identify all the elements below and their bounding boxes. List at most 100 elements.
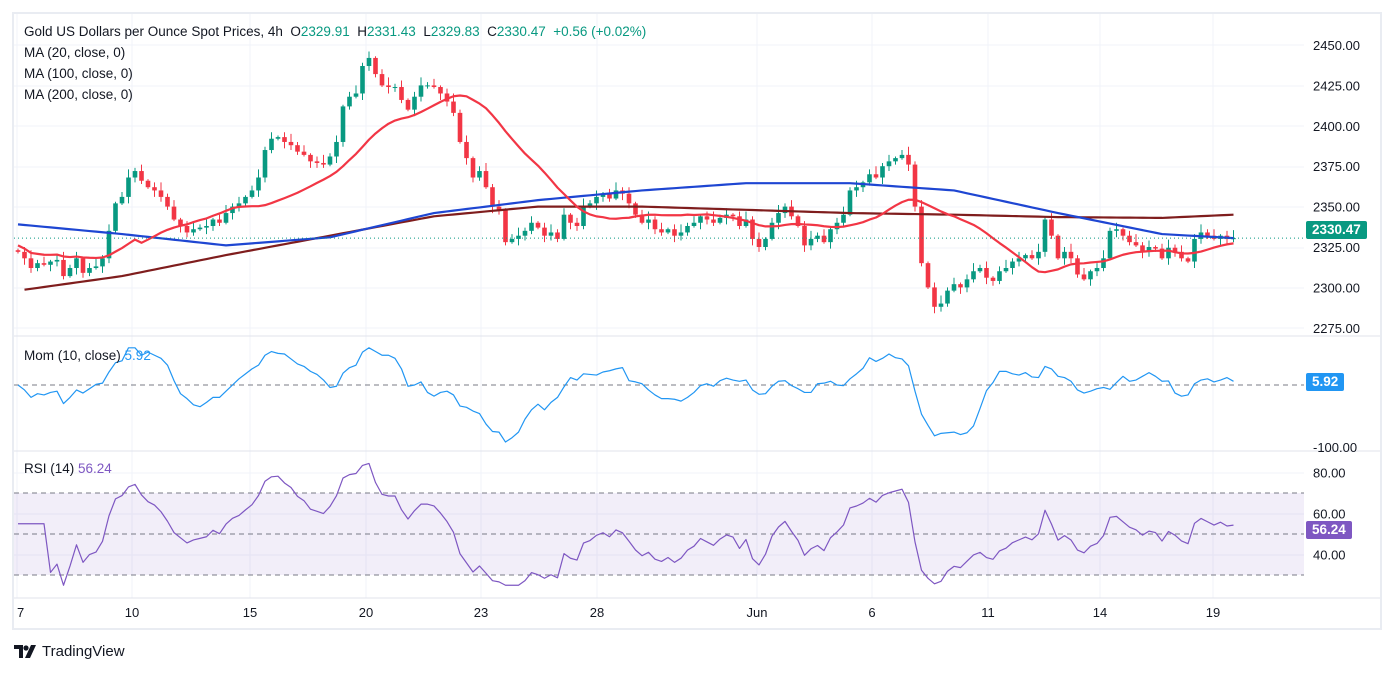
candle — [925, 261, 931, 290]
candle — [87, 263, 92, 277]
candle — [503, 208, 508, 246]
candle — [308, 153, 313, 168]
candle-body — [938, 303, 944, 307]
candle — [1192, 234, 1197, 269]
candle-body — [997, 271, 1002, 281]
candle — [321, 154, 326, 168]
candle-body — [295, 145, 300, 152]
high-value: 2331.43 — [366, 24, 416, 39]
candle-body — [750, 219, 755, 239]
candle — [171, 200, 177, 222]
candle — [522, 227, 528, 241]
candle — [477, 166, 482, 181]
candle-body — [763, 238, 768, 247]
candle-body — [977, 268, 983, 272]
tradingview-logo[interactable]: TradingView — [14, 643, 125, 660]
candle-body — [288, 141, 294, 146]
candle-body — [847, 190, 853, 215]
close-value: 2330.47 — [496, 24, 546, 39]
candle — [113, 201, 118, 235]
rsi-axis-label: 60.00 — [1313, 507, 1346, 522]
candle — [971, 263, 976, 283]
candle-body — [971, 271, 976, 280]
candle — [93, 258, 99, 270]
candle-body — [886, 161, 892, 167]
legend-rsi[interactable]: RSI (14) 56.24 — [24, 461, 112, 476]
candle — [529, 216, 534, 235]
candle — [581, 198, 586, 230]
candle-body — [1016, 258, 1022, 262]
candle — [74, 251, 79, 275]
candle — [932, 282, 937, 314]
candle-body — [893, 158, 898, 162]
candle-body — [743, 219, 749, 226]
candle-body — [821, 235, 827, 243]
candle — [353, 85, 359, 99]
candle-body — [67, 268, 73, 277]
candle-body — [22, 251, 27, 259]
candle-body — [678, 232, 684, 236]
candle-body — [522, 230, 528, 236]
low-label: L — [423, 24, 431, 39]
legend-mom[interactable]: Mom (10, close) 5.92 — [24, 348, 151, 363]
open-value: 2329.91 — [300, 24, 350, 39]
candle-body — [503, 209, 508, 243]
candle — [301, 145, 307, 157]
candle — [1198, 224, 1204, 244]
candle — [977, 264, 983, 273]
candle-body — [561, 214, 567, 239]
candle — [67, 264, 73, 278]
candle-body — [964, 279, 970, 288]
candle-body — [899, 154, 905, 159]
candle-body — [412, 96, 417, 110]
legend-ma100[interactable]: MA (100, close, 0) — [24, 66, 133, 81]
candle-body — [353, 93, 359, 97]
candle — [886, 154, 892, 172]
candle-body — [958, 284, 963, 288]
candle-body — [587, 203, 593, 207]
candle — [613, 182, 619, 201]
candle-body — [1062, 251, 1067, 259]
candle — [509, 234, 515, 244]
candle — [912, 161, 918, 212]
legend-ma200[interactable]: MA (200, close, 0) — [24, 87, 133, 102]
candle-body — [132, 171, 138, 178]
candle-body — [1107, 230, 1113, 259]
candle-body — [48, 261, 53, 265]
ma200-line — [24, 205, 1234, 291]
mom-line — [17, 347, 1234, 443]
candle-body — [600, 193, 606, 197]
candle-body — [574, 222, 580, 226]
candle-body — [639, 214, 645, 223]
candle — [1133, 234, 1139, 247]
candle-body — [139, 171, 144, 181]
candle — [1218, 234, 1223, 246]
candle — [938, 295, 944, 312]
candle-body — [418, 85, 424, 97]
candle-body — [282, 137, 287, 142]
candle — [958, 282, 963, 294]
candle-body — [626, 193, 632, 204]
candle-body — [464, 141, 469, 159]
candle-body — [1120, 229, 1126, 236]
price-axis-label: 2300.00 — [1313, 280, 1360, 295]
candle-body — [542, 227, 547, 236]
candle — [347, 91, 352, 110]
rsi-title: RSI (14) — [24, 461, 75, 476]
mom-axis-label: -100.00 — [1313, 440, 1357, 455]
candle — [444, 88, 450, 107]
candle-body — [919, 206, 924, 264]
candle — [802, 221, 807, 252]
candle — [145, 179, 151, 189]
candle — [1211, 229, 1217, 241]
legend-ma20[interactable]: MA (20, close, 0) — [24, 45, 126, 60]
candle-body — [548, 232, 554, 236]
candle-body — [249, 190, 255, 197]
candle-body — [1140, 245, 1145, 252]
candle-body — [1179, 251, 1184, 259]
candle — [106, 224, 112, 264]
candle — [919, 200, 924, 267]
candle-body — [191, 229, 196, 233]
candle-body — [405, 99, 411, 110]
